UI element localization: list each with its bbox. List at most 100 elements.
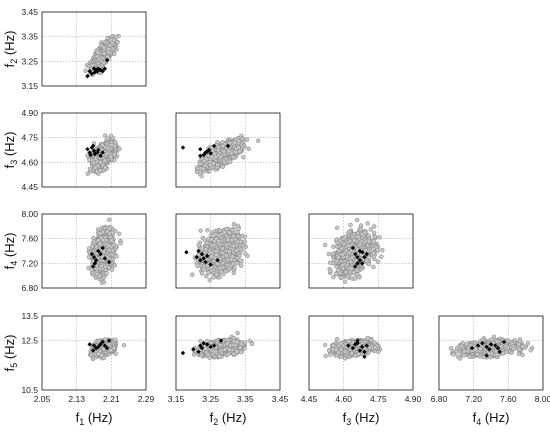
- identified-point: [198, 153, 203, 158]
- y-axis-label-f2: f2 (Hz): [2, 31, 19, 68]
- sample-point: [95, 50, 100, 55]
- sample-point: [83, 68, 88, 73]
- sample-point: [118, 241, 123, 246]
- sample-point: [202, 163, 208, 168]
- identified-point: [92, 70, 98, 75]
- identified-point: [100, 150, 105, 155]
- sample-point: [197, 161, 203, 167]
- identified-point: [211, 143, 217, 149]
- y-tick-label: 3.45: [21, 7, 38, 17]
- sample-point: [103, 133, 108, 138]
- sample-point: [112, 152, 117, 157]
- sample-point: [209, 154, 214, 159]
- sample-point: [107, 43, 113, 48]
- sample-point: [90, 62, 95, 68]
- sample-point: [221, 149, 226, 154]
- y-tick-label: 3.15: [21, 81, 38, 91]
- sample-point: [215, 162, 220, 168]
- panel-f1-vs-f2: 3.153.253.353.45: [21, 7, 147, 91]
- identified-point: [198, 146, 203, 152]
- sample-point: [85, 171, 90, 176]
- sample-point: [108, 133, 114, 138]
- y-tick-label: 4.75: [21, 133, 38, 143]
- identified-point: [180, 145, 186, 150]
- sample-point: [106, 47, 111, 52]
- panel-f1-vs-f3: 4.45 4.60 4.75 4.90: [21, 108, 147, 192]
- sample-point: [218, 154, 223, 160]
- identified-point: [87, 150, 92, 155]
- identified-point: [92, 151, 98, 157]
- sample-point: [111, 38, 117, 43]
- sample-point: [256, 138, 261, 143]
- identified-point: [225, 143, 231, 149]
- identified-point: [88, 152, 93, 158]
- sample-cloud: [194, 133, 261, 179]
- sample-point: [216, 147, 221, 153]
- highlighted-points: [85, 57, 110, 79]
- sample-point: [227, 140, 232, 146]
- identified-point: [85, 146, 90, 152]
- sample-point: [239, 136, 245, 141]
- panel-f1-vs-f4: 6.807.207.608.00: [21, 209, 147, 293]
- highlighted-points: [85, 143, 105, 158]
- sample-point: [105, 145, 110, 151]
- identified-point: [206, 147, 212, 153]
- highlighted-points: [180, 143, 231, 158]
- sample-point: [102, 158, 108, 163]
- sample-point: [228, 159, 233, 164]
- sample-point: [108, 154, 113, 160]
- identified-point: [96, 147, 101, 153]
- y-tick-label: 4.90: [21, 108, 38, 118]
- sample-point: [213, 154, 218, 160]
- sample-point: [101, 45, 107, 50]
- sample-point: [105, 136, 110, 141]
- plot-frame: [175, 112, 281, 188]
- sample-point: [232, 140, 238, 146]
- panel-f2-vs-f3: [175, 112, 281, 188]
- identified-point: [100, 69, 105, 74]
- sample-point: [226, 148, 231, 154]
- sample-point: [230, 154, 236, 160]
- sample-cloud: [83, 33, 121, 77]
- sample-point: [109, 142, 114, 148]
- sample-point: [220, 164, 225, 170]
- sample-point: [199, 173, 204, 179]
- sample-point: [87, 166, 93, 172]
- sample-point: [101, 280, 107, 285]
- y-axis-label-f3: f3 (Hz): [2, 132, 19, 169]
- identified-point: [208, 151, 213, 156]
- sample-point: [244, 137, 250, 142]
- identified-point: [96, 66, 101, 71]
- sample-point: [98, 160, 103, 165]
- sample-point: [105, 35, 110, 41]
- sample-point: [236, 145, 241, 150]
- sample-point: [96, 56, 101, 62]
- sample-point: [105, 54, 110, 60]
- identified-point: [201, 152, 206, 158]
- sample-point: [85, 153, 90, 158]
- sample-point: [200, 166, 206, 171]
- plot-frame: [41, 11, 147, 87]
- sample-point: [115, 39, 120, 45]
- sample-point: [91, 235, 96, 241]
- sample-point: [110, 267, 115, 272]
- y-tick-label: 4.45: [21, 182, 38, 192]
- sample-point: [211, 161, 216, 166]
- identified-point: [91, 66, 97, 71]
- sample-point: [113, 34, 119, 40]
- identified-point: [98, 153, 103, 158]
- sample-point: [246, 146, 251, 152]
- y-tick-label: 3.25: [21, 56, 38, 66]
- sample-point: [97, 168, 103, 173]
- sample-point: [220, 143, 225, 149]
- identified-point: [87, 69, 92, 74]
- sample-point: [222, 159, 227, 164]
- y-tick-label: 4.60: [21, 157, 38, 167]
- identified-point: [85, 73, 90, 79]
- identified-point: [104, 57, 110, 63]
- sample-point: [101, 51, 107, 56]
- sample-point: [241, 154, 246, 160]
- identified-point: [91, 148, 97, 154]
- identified-point: [102, 66, 108, 71]
